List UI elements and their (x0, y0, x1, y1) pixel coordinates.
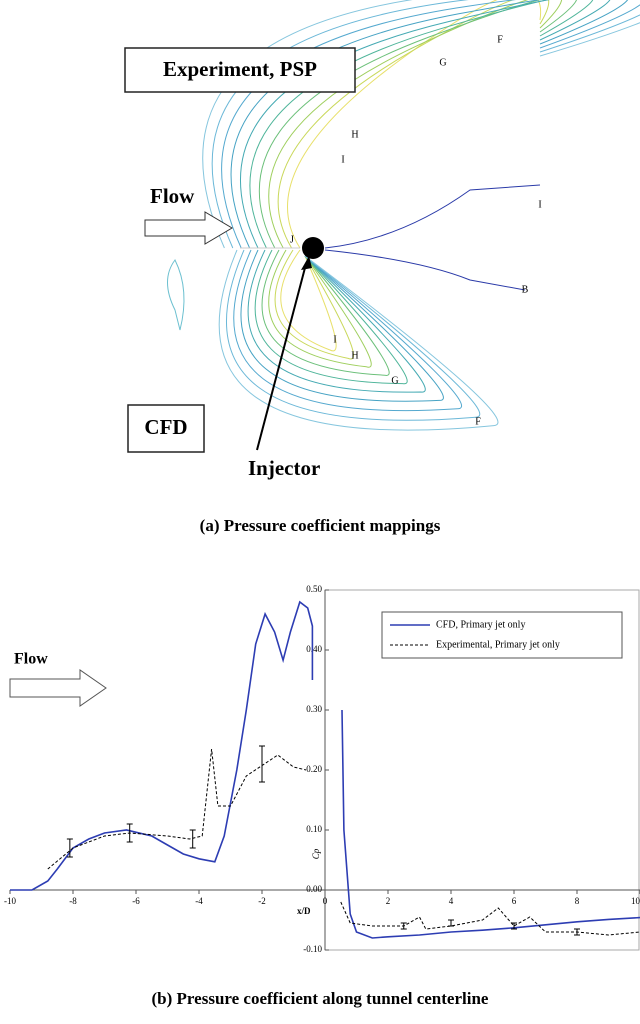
flow-arrow (145, 212, 232, 244)
caption: (a) Pressure coefficient mappings (200, 516, 441, 535)
contour-line (248, 250, 425, 392)
y-tick-label: -0.10 (303, 944, 322, 954)
contour-label: I (341, 154, 344, 165)
x-tick-label: 8 (575, 896, 580, 906)
flow-arrow (10, 670, 106, 706)
error-bar (127, 824, 133, 842)
injector (302, 237, 324, 259)
contour-label: F (475, 416, 481, 427)
x-tick-label: 10 (631, 896, 640, 906)
y-tick-label: 0.00 (306, 884, 322, 894)
contour-label: I (538, 199, 541, 210)
x-tick-label: 2 (386, 896, 391, 906)
contour-label: I (333, 334, 336, 345)
contour-line (250, 0, 594, 248)
flow-annotation: Flow (14, 651, 48, 668)
contour-line (259, 0, 577, 248)
error-bar (190, 830, 196, 848)
x-tick-label: 4 (449, 896, 454, 906)
x-tick-label: 6 (512, 896, 517, 906)
cfd-label: CFD (144, 415, 187, 439)
contour-line (325, 185, 540, 290)
contour-label: G (391, 375, 398, 386)
x-axis-label: x/D (297, 906, 311, 916)
contour-line (203, 0, 640, 248)
chart-title: (b) Pressure coefficient along tunnel ce… (152, 989, 489, 1008)
contour-line (222, 0, 640, 248)
contour-label: H (351, 129, 358, 140)
y-tick-label: 0.40 (306, 644, 322, 654)
contour-label: H (351, 350, 358, 361)
experiment-label: Experiment, PSP (163, 57, 317, 81)
line-chart: -0.10 0.00 0.10 0.20 0.30 0.40 0.50 -10 -8 -6 -4 -2… (4, 584, 640, 1008)
y-axis-label: Cp (311, 848, 321, 859)
contour-label: J (290, 234, 294, 245)
contour-line (168, 260, 185, 330)
y-tick-label: 0.30 (306, 704, 322, 714)
y-tick-label: 0.50 (306, 584, 322, 594)
contour-line (226, 250, 479, 420)
error-bar (401, 923, 407, 929)
data-line (48, 749, 640, 935)
flow-label: Flow (150, 184, 195, 208)
injector-label: Injector (248, 456, 320, 480)
x-tick-label: -6 (132, 896, 140, 906)
legend-label: CFD, Primary jet only (436, 619, 525, 630)
contour-label: B (522, 284, 529, 295)
x-tick-label: 0 (323, 896, 328, 906)
contour-label: G (439, 57, 446, 68)
error-bar (574, 929, 580, 935)
x-tick-label: -8 (69, 896, 77, 906)
x-tick-label: -4 (195, 896, 203, 906)
contour-line (212, 0, 640, 248)
legend-label: Experimental, Primary jet only (436, 639, 560, 650)
contour-label: F (497, 34, 503, 45)
y-tick-label: 0.10 (306, 824, 322, 834)
contour-labels: F G H I J I B I H G F (290, 34, 542, 427)
x-tick-label: -2 (258, 896, 266, 906)
x-tick-label: -10 (4, 896, 16, 906)
y-tick-label: 0.20 (306, 764, 322, 774)
